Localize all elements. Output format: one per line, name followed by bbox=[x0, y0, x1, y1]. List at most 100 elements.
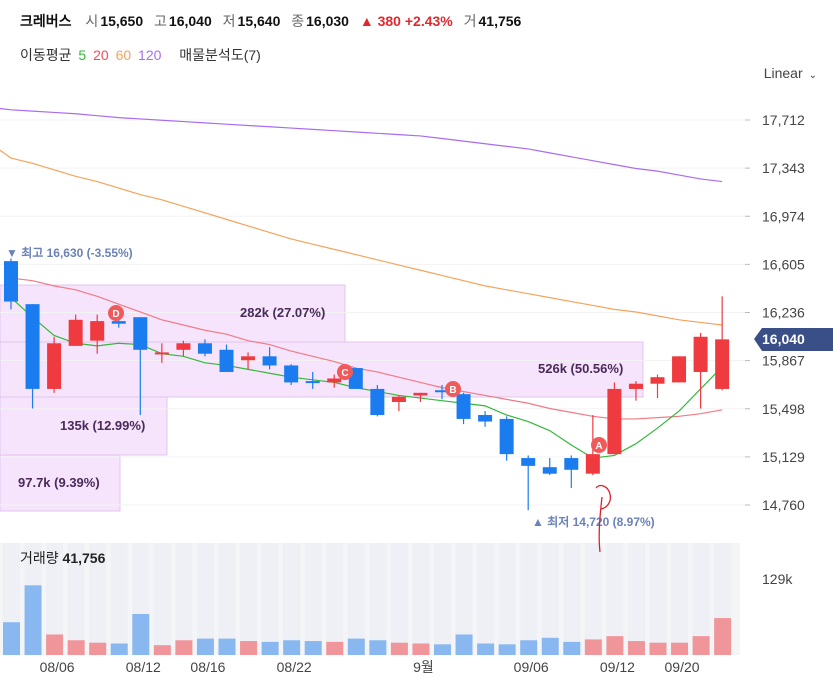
hand-drawn-arrow bbox=[595, 484, 612, 553]
volume-bar bbox=[649, 642, 667, 655]
volume-column bbox=[649, 543, 667, 655]
candle[interactable] bbox=[628, 381, 643, 401]
candle[interactable] bbox=[4, 258, 18, 310]
candle-body bbox=[4, 261, 18, 302]
svg-text:A: A bbox=[595, 441, 602, 452]
volume-bar bbox=[261, 641, 279, 655]
x-tick-label: 08/06 bbox=[40, 659, 75, 675]
volume-column bbox=[627, 543, 645, 655]
marker-d[interactable]: D bbox=[108, 305, 124, 321]
stock-name: 크레버스 bbox=[20, 13, 72, 29]
volume-bar bbox=[412, 643, 430, 655]
volume-column bbox=[283, 543, 301, 655]
candle[interactable] bbox=[370, 385, 385, 417]
x-tick-label: 09/12 bbox=[600, 659, 635, 675]
candle[interactable] bbox=[47, 336, 62, 393]
volume-column bbox=[541, 543, 559, 655]
profile-box-1 bbox=[0, 341, 644, 398]
candle-body bbox=[176, 343, 191, 350]
svg-text:D: D bbox=[112, 309, 119, 320]
ma5-legend: 5 bbox=[78, 47, 87, 63]
profile-label-3: 135k (12.99%) bbox=[60, 418, 145, 433]
change-value: ▲ 380 +2.43% bbox=[359, 13, 453, 29]
candle[interactable] bbox=[478, 411, 493, 427]
volume-column bbox=[175, 543, 193, 655]
candle[interactable] bbox=[456, 392, 471, 425]
volume-bar bbox=[132, 614, 150, 655]
volume-column bbox=[218, 543, 236, 655]
high-label: 고 bbox=[154, 13, 167, 29]
volume-bar bbox=[196, 638, 214, 655]
volume-bar bbox=[24, 585, 42, 655]
volume-column bbox=[240, 543, 258, 655]
candle[interactable] bbox=[197, 339, 212, 357]
scale-select[interactable]: Linear ⌄ bbox=[764, 65, 817, 81]
volume-bar bbox=[304, 641, 322, 655]
marker-b[interactable]: B bbox=[445, 381, 461, 397]
volume-tick: 129k bbox=[762, 571, 793, 587]
candle[interactable] bbox=[154, 343, 169, 363]
volume-bar bbox=[110, 643, 128, 655]
candle[interactable] bbox=[413, 392, 428, 402]
candle[interactable] bbox=[262, 347, 277, 370]
candle[interactable] bbox=[391, 395, 406, 412]
candle[interactable] bbox=[176, 340, 191, 357]
y-tick-label: 16,974 bbox=[762, 208, 805, 224]
volume-column bbox=[326, 543, 344, 655]
svg-text:16,040: 16,040 bbox=[762, 331, 805, 347]
y-tick-label: 16,236 bbox=[762, 305, 805, 321]
candle[interactable] bbox=[499, 416, 514, 461]
volume-bar bbox=[477, 643, 495, 655]
ma120-line bbox=[0, 107, 723, 183]
candle[interactable] bbox=[715, 296, 730, 391]
candle[interactable] bbox=[305, 371, 320, 389]
candle[interactable] bbox=[219, 344, 234, 372]
volume-column bbox=[347, 543, 365, 655]
candle[interactable] bbox=[68, 314, 83, 346]
candle[interactable] bbox=[133, 317, 148, 416]
profile-label-1: 526k (50.56%) bbox=[538, 361, 623, 376]
volume-column bbox=[498, 543, 516, 655]
x-tick-label: 08/12 bbox=[126, 659, 161, 675]
candle[interactable] bbox=[435, 385, 449, 400]
volume-bar bbox=[218, 638, 236, 655]
volume-bar bbox=[89, 642, 107, 655]
volume-bar bbox=[498, 644, 516, 655]
candle-body bbox=[413, 392, 428, 396]
marker-a[interactable]: A bbox=[591, 437, 607, 453]
candle[interactable] bbox=[650, 374, 665, 399]
moving-average-legend[interactable]: 이동평균 5 20 60 120 매물분석도(7) bbox=[20, 45, 264, 65]
volume-bar bbox=[434, 644, 451, 655]
candle[interactable] bbox=[284, 364, 299, 386]
candle-body bbox=[154, 352, 169, 355]
volume-bar bbox=[671, 642, 689, 655]
volume-bar bbox=[153, 645, 171, 655]
candle[interactable] bbox=[327, 374, 342, 388]
candle[interactable] bbox=[241, 352, 256, 370]
volume-column bbox=[671, 543, 689, 655]
candle[interactable] bbox=[25, 304, 40, 409]
candle-body bbox=[650, 377, 665, 384]
candle-body bbox=[68, 319, 83, 346]
candle[interactable] bbox=[693, 332, 708, 409]
candle[interactable] bbox=[672, 356, 687, 383]
candle[interactable] bbox=[521, 455, 536, 511]
svg-text:C: C bbox=[341, 368, 348, 379]
volume-column bbox=[390, 543, 408, 655]
candle[interactable] bbox=[607, 382, 622, 455]
volume-column bbox=[196, 543, 214, 655]
candle[interactable] bbox=[564, 455, 579, 489]
profile-label-2: 282k (27.07%) bbox=[240, 305, 325, 320]
svg-text:B: B bbox=[449, 385, 456, 396]
candle[interactable] bbox=[542, 458, 557, 476]
volume-profile-legend[interactable]: 매물분석도(7) bbox=[179, 47, 261, 63]
candle-body bbox=[499, 418, 514, 455]
x-tick-label: 08/22 bbox=[277, 659, 312, 675]
candle[interactable] bbox=[90, 314, 105, 354]
volume-column bbox=[434, 543, 451, 655]
volume-column bbox=[304, 543, 322, 655]
volume-bar bbox=[369, 640, 387, 655]
marker-c[interactable]: C bbox=[337, 364, 353, 380]
candle-body bbox=[715, 339, 730, 389]
